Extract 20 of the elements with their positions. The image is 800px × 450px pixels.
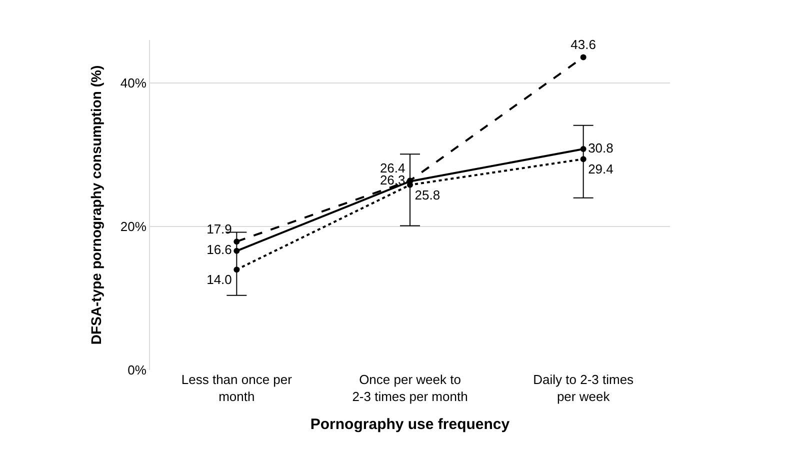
- x-tick-label: Once per week to 2-3 times per month: [352, 372, 468, 404]
- data-label: 29.4: [588, 162, 614, 177]
- point: [580, 146, 586, 152]
- y-tick-label: 20%: [120, 219, 147, 234]
- data-label: 17.9: [206, 222, 232, 237]
- data-label: 25.8: [414, 187, 440, 202]
- y-tick-label: 40%: [120, 76, 147, 91]
- x-tick-label: Less than once per month: [181, 372, 293, 404]
- point: [234, 248, 240, 254]
- y-tick-label: 0%: [128, 362, 147, 378]
- x-tick-label: Daily to 2-3 times per week: [533, 372, 634, 404]
- point: [580, 156, 586, 162]
- point: [580, 54, 586, 60]
- data-label: 43.6: [570, 37, 596, 52]
- data-label: 30.8: [588, 140, 614, 156]
- y-axis-title: DFSA-type pornography consumption (%): [88, 65, 104, 345]
- data-label: 16.6: [206, 242, 232, 258]
- data-label: 14.0: [206, 272, 232, 288]
- x-axis-title: Pornography use frequency: [310, 416, 510, 433]
- point: [234, 266, 240, 273]
